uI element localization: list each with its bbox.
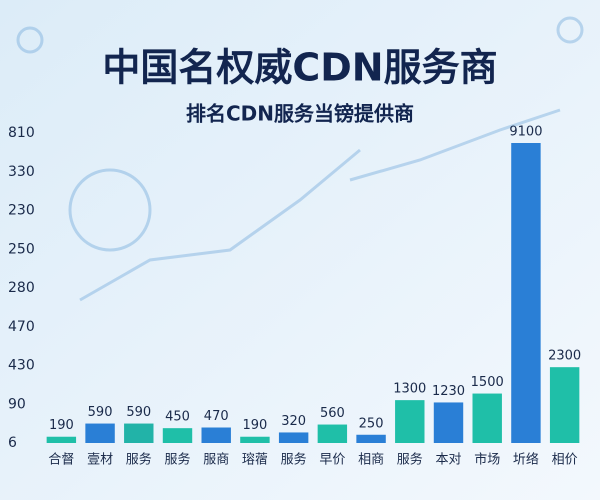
value-label: 320 bbox=[281, 414, 306, 429]
y-axis-label: 6 bbox=[8, 435, 17, 451]
x-tick-label: 服务 bbox=[164, 452, 190, 468]
bar bbox=[162, 428, 193, 443]
value-label: 450 bbox=[165, 410, 190, 425]
x-tick-label: 服务 bbox=[397, 452, 423, 468]
x-tick-label: 瑢蓿 bbox=[242, 453, 268, 468]
bar bbox=[356, 434, 386, 443]
y-axis-label: 90 bbox=[8, 396, 26, 412]
x-tick-label: 服务 bbox=[281, 452, 307, 468]
y-axis-label: 280 bbox=[8, 280, 35, 296]
value-label: 190 bbox=[243, 418, 268, 433]
value-label: 1230 bbox=[432, 384, 465, 399]
value-label: 590 bbox=[126, 405, 151, 420]
x-tick-label: 服商 bbox=[203, 453, 229, 468]
chart-title: 中国名权威CDN服务商 bbox=[102, 46, 497, 90]
bar bbox=[511, 143, 541, 443]
y-axis-label: 330 bbox=[8, 164, 35, 180]
value-label: 560 bbox=[320, 406, 345, 421]
x-tick-label: 本对 bbox=[435, 453, 461, 468]
bar bbox=[46, 436, 77, 443]
bar bbox=[433, 402, 464, 443]
bar bbox=[124, 423, 154, 443]
x-tick-label: 服务 bbox=[126, 452, 152, 468]
y-axis-label: 470 bbox=[8, 319, 35, 335]
x-tick-label: 圻络 bbox=[513, 452, 539, 468]
x-tick-label: 市场 bbox=[474, 452, 500, 468]
chart-subtitle: 排名CDN服务当镑提供商 bbox=[186, 102, 414, 126]
value-label: 590 bbox=[88, 405, 113, 420]
x-tick-label: 壹材 bbox=[87, 453, 113, 468]
value-label: 9100 bbox=[509, 125, 542, 140]
value-label: 1500 bbox=[471, 375, 504, 390]
value-label: 250 bbox=[359, 416, 384, 431]
value-label: 470 bbox=[204, 409, 229, 424]
value-label: 1300 bbox=[393, 382, 426, 397]
decoration bbox=[16, 16, 584, 302]
bar bbox=[395, 400, 425, 443]
bar bbox=[85, 423, 115, 443]
bar bbox=[472, 393, 502, 443]
bar bbox=[201, 427, 231, 443]
y-axis-label: 230 bbox=[8, 203, 35, 219]
y-axis-label: 810 bbox=[8, 125, 35, 141]
x-tick-label: 相商 bbox=[358, 453, 384, 468]
bar bbox=[317, 424, 348, 443]
y-axis-label: 430 bbox=[8, 358, 35, 374]
value-label: 190 bbox=[49, 418, 74, 433]
bar bbox=[549, 367, 580, 443]
value-label: 2300 bbox=[548, 349, 581, 364]
y-axis-label: 250 bbox=[8, 241, 35, 257]
x-tick-label: 合督 bbox=[48, 453, 74, 468]
bar bbox=[278, 432, 309, 443]
x-tick-label: 早价 bbox=[319, 453, 345, 468]
x-tick-label: 相价 bbox=[552, 453, 578, 468]
bar bbox=[240, 436, 270, 443]
